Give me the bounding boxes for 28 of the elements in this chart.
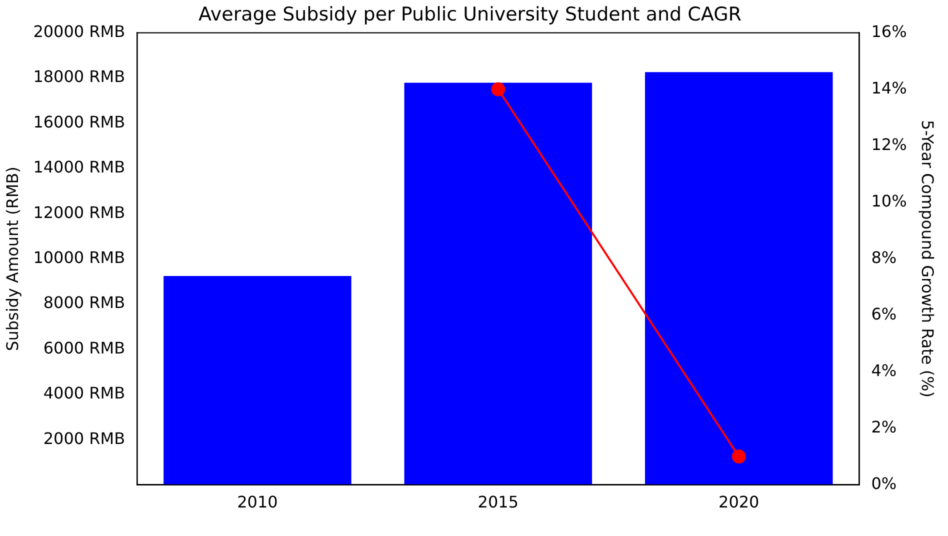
y-tick-label: 18000 RMB xyxy=(33,67,126,86)
y2-tick-label: 14% xyxy=(871,78,907,98)
y-tick-label: 6000 RMB xyxy=(43,338,126,358)
bar xyxy=(645,72,833,485)
y2-tick-label: 16% xyxy=(871,22,907,41)
y2-tick-label: 10% xyxy=(871,191,907,210)
y2-tick-label: 8% xyxy=(871,248,897,267)
y-tick-label: 10000 RMB xyxy=(33,248,126,267)
y-tick-label: 2000 RMB xyxy=(43,428,126,448)
y2-tick-label: 0% xyxy=(871,474,897,493)
y-axis-title: Subsidy Amount (RMB) xyxy=(2,166,22,351)
bar xyxy=(404,82,592,485)
y-tick-label: 16000 RMB xyxy=(33,112,126,132)
x-tick-label: 2020 xyxy=(718,492,760,512)
y-tick-label: 20000 RMB xyxy=(33,22,126,41)
bar xyxy=(164,276,352,485)
x-tick-label: 2015 xyxy=(478,492,519,512)
y2-axis-title: 5-Year Compound Growth Rate (%) xyxy=(918,120,938,398)
y-tick-label: 12000 RMB xyxy=(33,202,126,222)
y-tick-label: 8000 RMB xyxy=(43,293,126,312)
y2-tick-label: 12% xyxy=(871,134,907,154)
y2-tick-label: 6% xyxy=(871,304,897,324)
x-tick-label: 2010 xyxy=(237,492,278,512)
y-tick-label: 14000 RMB xyxy=(33,158,126,177)
chart-title: Average Subsidy per Public University Student and CAGR xyxy=(198,3,742,26)
y-tick-label: 4000 RMB xyxy=(43,384,126,403)
y2-tick-label: 2% xyxy=(871,417,897,436)
y2-tick-label: 4% xyxy=(871,360,897,380)
